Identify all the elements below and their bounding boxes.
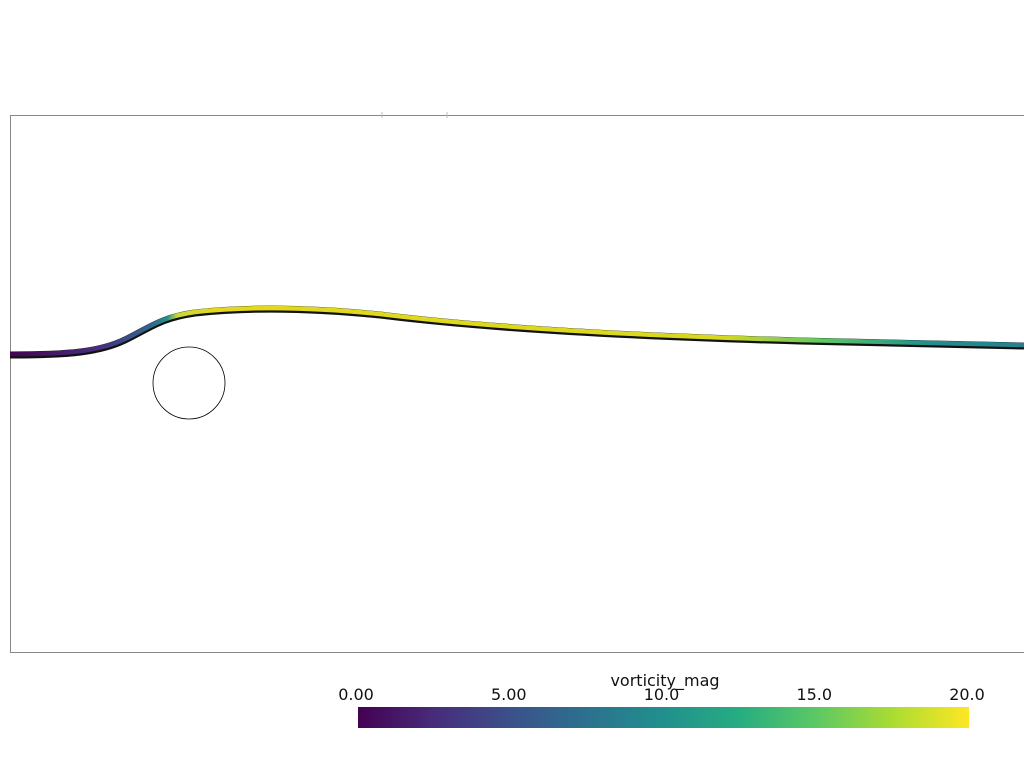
colorbar-tick-label: 20.0 [949, 685, 985, 704]
colorbar [358, 707, 969, 728]
streamline-edge [9, 305, 1024, 359]
colorbar-tick-label: 10.0 [644, 685, 680, 704]
cylinder [152, 346, 226, 420]
colorbar-ticks: 0.00 5.00 10.0 15.0 20.0 [338, 685, 985, 704]
colorbar-tick-label: 0.00 [338, 685, 374, 704]
streamline [9, 305, 1024, 357]
domain-outline [10, 115, 1024, 653]
colorbar-title: vorticity_mag [610, 671, 719, 691]
colorbar-tick-label: 15.0 [796, 685, 832, 704]
colorbar-tick-label: 5.00 [491, 685, 527, 704]
